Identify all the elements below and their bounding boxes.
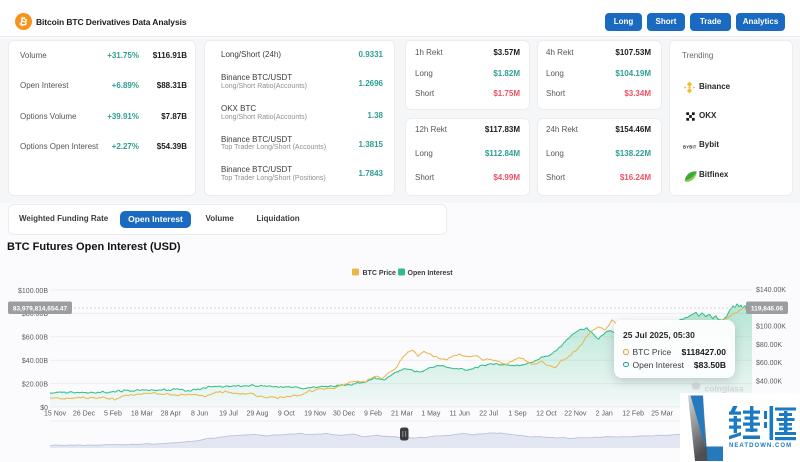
svg-text:19 Jul: 19 Jul [219, 411, 238, 418]
svg-text:29 Aug: 29 Aug [246, 411, 268, 418]
svg-text:15 Nov: 15 Nov [44, 411, 67, 418]
svg-text:$40.00K: $40.00K [756, 378, 782, 385]
svg-text:2 Jan: 2 Jan [596, 411, 613, 418]
svg-text:22 Nov: 22 Nov [564, 411, 587, 418]
svg-text:25 Mar: 25 Mar [651, 411, 673, 418]
svg-text:5 Feb: 5 Feb [104, 411, 122, 418]
svg-text:119,846.06: 119,846.06 [751, 305, 784, 312]
svg-text:$100.00K: $100.00K [756, 324, 786, 331]
svg-text:BTC Price: BTC Price [363, 270, 397, 277]
svg-text:19 Nov: 19 Nov [304, 411, 327, 418]
svg-text:$100.00B: $100.00B [18, 288, 48, 295]
svg-text:$80.00K: $80.00K [756, 342, 782, 349]
svg-text:28 Apr: 28 Apr [161, 411, 182, 418]
svg-text:9 Feb: 9 Feb [364, 411, 382, 418]
svg-text:18 Mar: 18 Mar [131, 411, 153, 418]
svg-text:$0: $0 [40, 405, 48, 412]
svg-text:$80.00B: $80.00B [22, 311, 48, 318]
svg-text:1 Sep: 1 Sep [508, 411, 526, 418]
svg-text:$60.00B: $60.00B [22, 335, 48, 342]
svg-text:22 Jul: 22 Jul [479, 411, 498, 418]
svg-text:₿: ₿ [18, 15, 29, 28]
svg-text:9 Oct: 9 Oct [278, 411, 295, 418]
svg-text:8 Jun: 8 Jun [191, 411, 208, 418]
svg-text:$40.00B: $40.00B [22, 358, 48, 365]
svg-text:83,979,814,654.47: 83,979,814,654.47 [13, 305, 68, 312]
svg-text:$20.00B: $20.00B [22, 381, 48, 388]
svg-text:12 Oct: 12 Oct [536, 411, 557, 418]
svg-text:$140.00K: $140.00K [756, 287, 786, 294]
svg-text:coinglass: coinglass [705, 384, 744, 394]
svg-text:BYBIT: BYBIT [683, 145, 697, 150]
svg-text:21 Mar: 21 Mar [391, 411, 413, 418]
svg-text:12 Feb: 12 Feb [622, 411, 644, 418]
svg-text:26 Dec: 26 Dec [73, 411, 96, 418]
svg-text:11 Jun: 11 Jun [449, 411, 470, 418]
svg-text:Open Interest: Open Interest [408, 270, 454, 277]
svg-text:$60.00K: $60.00K [756, 360, 782, 367]
svg-text:30 Dec: 30 Dec [333, 411, 356, 418]
svg-text:1 May: 1 May [421, 411, 441, 418]
